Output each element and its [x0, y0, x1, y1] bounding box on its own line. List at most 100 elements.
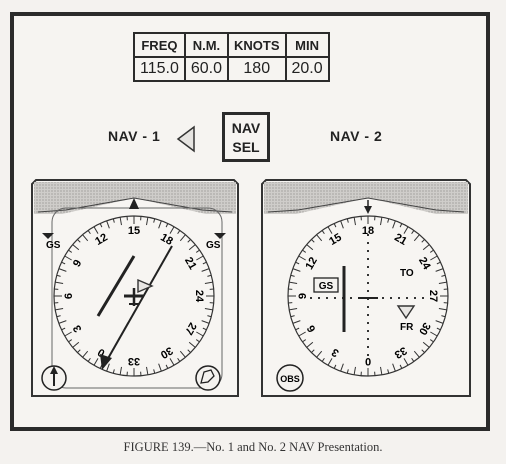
nav2-gs-label: GS [319, 281, 334, 292]
nav1-tick [187, 349, 191, 353]
nav-select-button[interactable]: NAV SEL [222, 112, 270, 162]
nav1-gs-left: GS [46, 240, 61, 251]
nav2-tick [392, 363, 396, 372]
nav1-tick [195, 249, 200, 253]
nav2-tick [346, 369, 349, 374]
nav2-heading-label: 33 [392, 344, 409, 361]
flight-data-table: FREQ N.M. KNOTS MIN 115.0 60.0 180 20.0 [133, 32, 330, 82]
nav2-tick [290, 274, 295, 277]
nav1-gs-right-icon [214, 233, 226, 239]
nav2-tick [413, 350, 420, 358]
nav2-tick [290, 315, 295, 318]
nav1-tick [77, 349, 81, 353]
nav1-tick [179, 350, 186, 358]
nav-select-arrow-icon [176, 125, 195, 153]
nav1-tick [82, 234, 89, 242]
nav2-tick [333, 364, 337, 369]
nav1-lubber-icon [129, 198, 139, 209]
nav1-tick [202, 261, 207, 265]
nav1-tick [153, 369, 156, 374]
nav1-left-knob-icon[interactable] [41, 365, 67, 391]
nav1-tick [158, 363, 162, 372]
nav1-tick [58, 320, 67, 324]
nav1-compass-dial: 12 15 18 21 24 27 30 33 0 3 6 9 [53, 215, 215, 377]
value-min: 20.0 [284, 56, 330, 82]
nav2-tick [298, 255, 306, 261]
nav1-gs-right: GS [206, 240, 221, 251]
nav1-heading-label: 24 [193, 290, 205, 303]
nav1-tick [201, 320, 210, 324]
nav1-tick [177, 357, 181, 362]
nav1-tick [165, 364, 169, 369]
nav2-tick [321, 357, 325, 362]
nav1-tick [201, 268, 210, 272]
nav2-tick [413, 234, 420, 242]
nav1-tick [169, 358, 175, 366]
nav1-tick [106, 220, 110, 229]
nav1-heading-label: 21 [182, 255, 199, 272]
nav-sel-line2: SEL [232, 139, 260, 155]
nav1-tick [87, 230, 91, 235]
figure-caption: FIGURE 139.—No. 1 and No. 2 NAV Presenta… [123, 440, 383, 454]
nav2-tick [311, 239, 315, 243]
nav2-tick [392, 220, 396, 229]
nav1-tick [112, 369, 115, 374]
nav1-tick [207, 315, 212, 318]
nav1-tick [87, 357, 91, 362]
nav2-heading-label: 30 [416, 320, 433, 337]
nav1-tick [82, 350, 89, 358]
nav2-to-label: TO [400, 268, 414, 279]
nav-sel-line1: NAV [231, 120, 261, 136]
nav2-heading-label: 18 [362, 225, 374, 237]
nav2-heading-label: 27 [427, 290, 439, 302]
nav1-tick [196, 255, 204, 261]
nav2-tick [411, 230, 415, 235]
nav2-tick [430, 255, 438, 261]
nav1-tick [202, 327, 207, 331]
nav1-tick [188, 341, 196, 348]
nav2-tick [292, 268, 301, 272]
nav2-tick [302, 339, 307, 343]
nav1-instrument: 12 15 18 21 24 27 30 33 0 3 6 9 GS GS [31, 179, 239, 397]
nav2-tick [411, 357, 415, 362]
nav2-lubber-icon [364, 200, 372, 214]
nav2-tick [353, 217, 356, 226]
nav1-heading-label: 3 [71, 323, 84, 334]
nav2-tick [380, 217, 383, 226]
nav2-tick [436, 261, 441, 265]
nav1-tick [179, 234, 186, 242]
nav2-from-icon [396, 305, 416, 320]
nav1-tick [72, 244, 80, 251]
nav1-tick [68, 249, 73, 253]
nav2-tick [380, 366, 383, 375]
nav1-tick [204, 281, 213, 284]
nav2-tick [295, 261, 300, 265]
nav1-tick [158, 220, 162, 229]
nav1-label: NAV - 1 [108, 128, 161, 144]
nav1-heading-label: 27 [182, 320, 199, 337]
nav1-tick [58, 268, 67, 272]
obs-knob-icon[interactable]: OBS [276, 364, 304, 392]
nav2-tick [292, 320, 301, 324]
nav1-tick [93, 358, 99, 366]
nav1-right-knob-icon[interactable] [195, 365, 221, 391]
nav2-tick [306, 341, 314, 348]
nav1-heading-label: 12 [93, 231, 110, 248]
nav1-tick [153, 218, 156, 223]
nav2-tick [387, 369, 390, 374]
nav1-tick [146, 217, 149, 226]
nav2-tick [429, 249, 434, 253]
nav1-course-arrow-icon [100, 354, 112, 370]
nav2-tick [340, 363, 344, 372]
nav1-tick [146, 366, 149, 375]
nav2-tick [422, 244, 430, 251]
nav2-tick [403, 358, 409, 366]
nav1-heading-label: 30 [158, 344, 175, 361]
value-nm: 60.0 [183, 56, 230, 82]
nav2-tick [422, 341, 430, 348]
nav1-gs-left-icon [42, 233, 54, 239]
nav1-tick [187, 239, 191, 243]
nav1-tick [99, 223, 103, 228]
